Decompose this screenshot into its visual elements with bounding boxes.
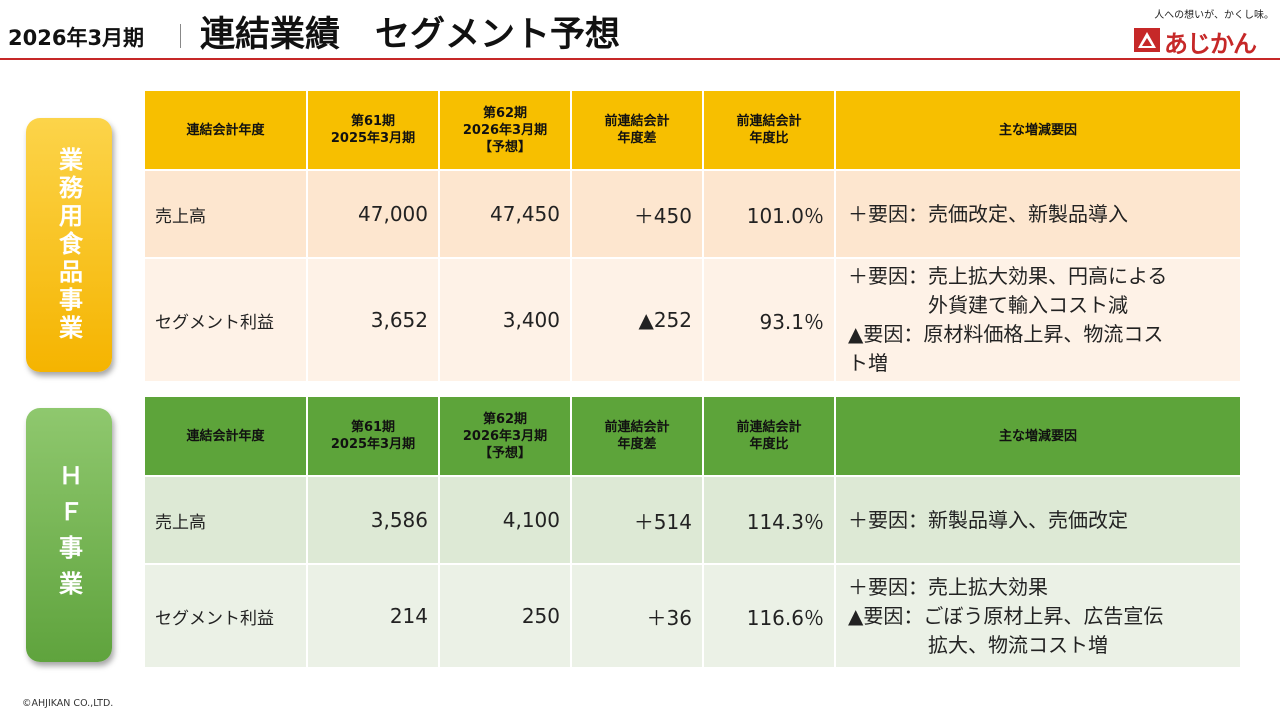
ratio-value: 114.3％ xyxy=(704,477,836,565)
prev-value: 3,652 xyxy=(308,259,440,383)
table-header-row: 連結会計年度 第61期 2025年3月期 第62期 2026年3月期 【予想】 … xyxy=(145,397,1240,477)
forecast-value: 47,450 xyxy=(440,171,572,259)
diff-value: ▲252 xyxy=(572,259,704,383)
page-title: 連結業績 セグメント予想 xyxy=(200,15,621,55)
diff-value: ＋514 xyxy=(572,477,704,565)
row-label: セグメント利益 xyxy=(145,259,308,383)
segment-table-hf: 連結会計年度 第61期 2025年3月期 第62期 2026年3月期 【予想】 … xyxy=(145,397,1240,669)
header-cell: 第62期 2026年3月期 【予想】 xyxy=(440,397,572,477)
change-factors: ＋要因：新製品導入、売価改定 xyxy=(836,477,1240,565)
segment-label-text: ＨＦ事業 xyxy=(54,463,83,607)
change-factors: ＋要因：売上拡大効果、円高による 外貨建て輸入コスト減 ▲要因：原材料価格上昇、… xyxy=(836,259,1240,383)
forecast-value: 250 xyxy=(440,565,572,669)
logo-mark-icon xyxy=(1134,28,1160,52)
row-label: 売上高 xyxy=(145,477,308,565)
row-label: セグメント利益 xyxy=(145,565,308,669)
table-row: セグメント利益 214 250 ＋36 116.6％ ＋要因：売上拡大効果 ▲要… xyxy=(145,565,1240,669)
table-row: 売上高 47,000 47,450 ＋450 101.0％ ＋要因：売価改定、新… xyxy=(145,171,1240,259)
reason-line: ト増 xyxy=(848,351,888,375)
forecast-value: 3,400 xyxy=(440,259,572,383)
logo-tagline: 人への想いが、かくし味。 xyxy=(1154,10,1274,21)
table-row: 売上高 3,586 4,100 ＋514 114.3％ ＋要因：新製品導入、売価… xyxy=(145,477,1240,565)
reason-line: ＋要因：売上拡大効果、円高による xyxy=(848,264,1168,288)
header-cell: 前連結会計 年度差 xyxy=(572,397,704,477)
prev-value: 3,586 xyxy=(308,477,440,565)
header-cell: 連結会計年度 xyxy=(145,91,308,171)
header-cell: 第62期 2026年3月期 【予想】 xyxy=(440,91,572,171)
reason-line: ▲要因：ごぼう原材上昇、広告宣伝 xyxy=(848,603,1164,628)
table-header-row: 連結会計年度 第61期 2025年3月期 第62期 2026年3月期 【予想】 … xyxy=(145,91,1240,171)
reason-line: ＋要因：新製品導入、売価改定 xyxy=(848,507,1128,532)
prev-value: 214 xyxy=(308,565,440,669)
ratio-value: 116.6％ xyxy=(704,565,836,669)
row-label: 売上高 xyxy=(145,171,308,259)
header-divider xyxy=(180,24,181,48)
prev-value: 47,000 xyxy=(308,171,440,259)
header-cell: 前連結会計 年度比 xyxy=(704,91,836,171)
reason-line: 拡大、物流コスト増 xyxy=(848,632,1108,657)
segment-label-food: 業務用食品事業 xyxy=(26,118,112,372)
table-row: セグメント利益 3,652 3,400 ▲252 93.1％ ＋要因：売上拡大効… xyxy=(145,259,1240,383)
reason-line: ＋要因：売価改定、新製品導入 xyxy=(848,201,1128,226)
change-factors: ＋要因：売上拡大効果 ▲要因：ごぼう原材上昇、広告宣伝 拡大、物流コスト増 xyxy=(836,565,1240,669)
diff-value: ＋450 xyxy=(572,171,704,259)
header-cell: 連結会計年度 xyxy=(145,397,308,477)
diff-value: ＋36 xyxy=(572,565,704,669)
change-factors: ＋要因：売価改定、新製品導入 xyxy=(836,171,1240,259)
header-cell: 前連結会計 年度差 xyxy=(572,91,704,171)
header-cell: 前連結会計 年度比 xyxy=(704,397,836,477)
segment-label-text: 業務用食品事業 xyxy=(54,147,83,343)
slide-header: 2026年3月期 連結業績 セグメント予想 人への想いが、かくし味。 あじかん xyxy=(0,0,1280,60)
logo-brand-text: あじかん xyxy=(1164,30,1257,58)
ratio-value: 93.1％ xyxy=(704,259,836,383)
company-logo: 人への想いが、かくし味。 あじかん xyxy=(1132,6,1274,58)
reason-line: ＋要因：売上拡大効果 xyxy=(848,574,1048,599)
reason-line: 外貨建て輸入コスト減 xyxy=(848,293,1128,317)
segment-label-hf: ＨＦ事業 xyxy=(26,408,112,662)
forecast-value: 4,100 xyxy=(440,477,572,565)
header-cell: 主な増減要因 xyxy=(836,397,1240,477)
segment-table-food: 連結会計年度 第61期 2025年3月期 第62期 2026年3月期 【予想】 … xyxy=(145,91,1240,383)
header-cell: 第61期 2025年3月期 xyxy=(308,397,440,477)
fiscal-period: 2026年3月期 xyxy=(8,26,145,50)
copyright-notice: ©AHJIKAN CO.,LTD. xyxy=(22,698,114,709)
header-cell: 主な増減要因 xyxy=(836,91,1240,171)
header-rule xyxy=(0,58,1280,60)
ratio-value: 101.0％ xyxy=(704,171,836,259)
reason-line: ▲要因：原材料価格上昇、物流コス xyxy=(848,322,1164,346)
header-cell: 第61期 2025年3月期 xyxy=(308,91,440,171)
